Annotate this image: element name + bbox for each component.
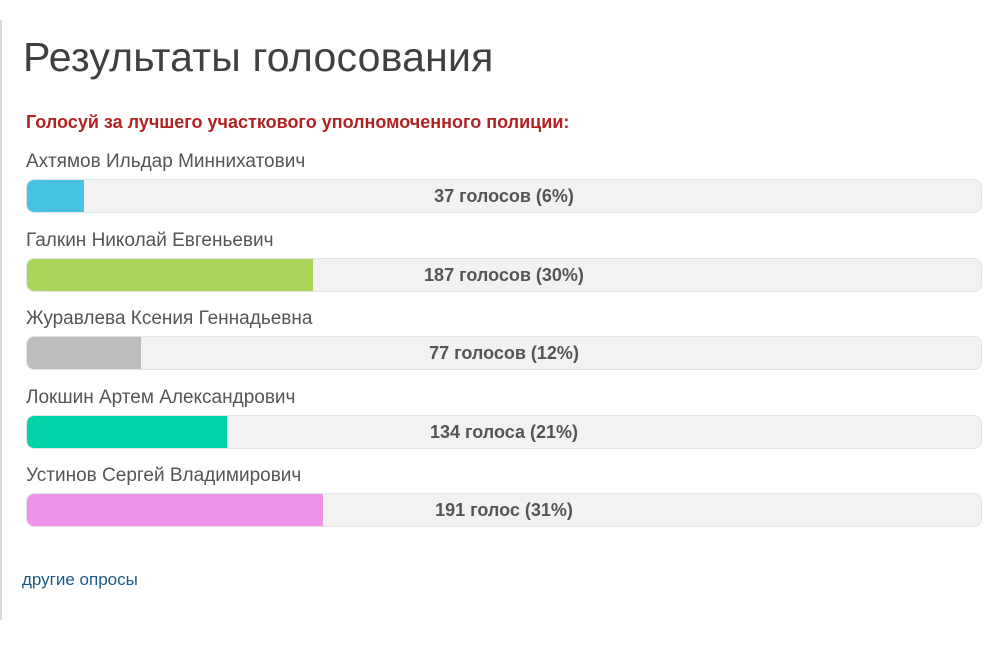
poll-option: Локшин Артем Александрович 134 голоса (2… <box>26 387 984 466</box>
result-bar-track: 37 голосов (6%) <box>26 179 982 213</box>
option-name: Ахтямов Ильдар Миннихатович <box>26 151 306 172</box>
poll-option: Журавлева Ксения Геннадьевна 77 голосов … <box>26 308 984 387</box>
result-label: 77 голосов (12%) <box>429 343 579 363</box>
option-name: Локшин Артем Александрович <box>26 386 296 408</box>
result-label: 134 голоса (21%) <box>429 421 579 442</box>
result-bar-track: 134 голоса (21%) <box>26 414 982 449</box>
poll-option: Устинов Сергей Владимирович 191 голос (3… <box>26 465 984 544</box>
result-bar-track: 191 голос (31%) <box>26 493 982 527</box>
option-name: Журавлева Ксения Геннадьевна <box>26 308 313 329</box>
result-label: 191 голос (31%) <box>435 500 573 520</box>
result-bar-fill <box>27 180 85 212</box>
left-border-divider <box>0 20 2 620</box>
result-label: 37 голосов (6%) <box>434 186 574 206</box>
page-title: Результаты голосования <box>23 34 494 80</box>
result-bar-fill <box>27 337 142 369</box>
result-bar-fill <box>27 258 314 291</box>
result-label: 187 голосов (30%) <box>424 264 584 285</box>
option-name: Устинов Сергей Владимирович <box>26 465 302 486</box>
poll-options-list: Ахтямов Ильдар Миннихатович 37 голосов (… <box>26 151 984 544</box>
result-bar-fill <box>27 494 323 526</box>
poll-option: Галкин Николай Евгеньевич 187 голосов (3… <box>26 230 984 309</box>
poll-option: Ахтямов Ильдар Миннихатович 37 голосов (… <box>26 151 984 230</box>
result-bar-track: 77 голосов (12%) <box>26 336 982 370</box>
option-name: Галкин Николай Евгеньевич <box>26 229 274 251</box>
other-polls-link[interactable]: другие опросы <box>22 570 138 589</box>
poll-question: Голосуй за лучшего участкового уполномоч… <box>26 112 570 132</box>
result-bar-track: 187 голосов (30%) <box>26 257 982 292</box>
result-bar-fill <box>27 415 228 448</box>
